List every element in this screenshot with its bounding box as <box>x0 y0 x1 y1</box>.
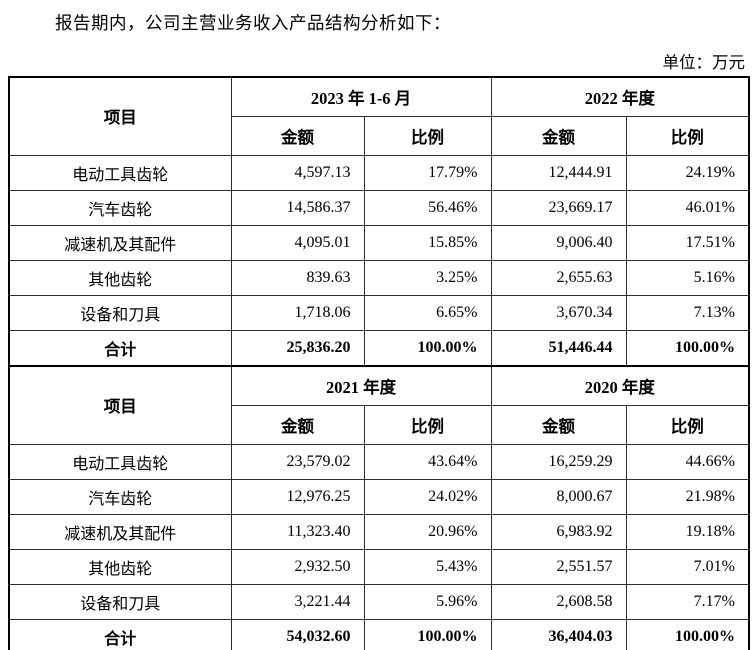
total-label-cell: 合计 <box>8 329 232 367</box>
ratio-header: 比例 <box>625 115 750 156</box>
ratio-cell: 5.96% <box>363 583 492 620</box>
ratio-cell: 7.13% <box>625 294 750 331</box>
table-row: 电动工具齿轮 4,597.13 17.79% 12,444.91 24.19% <box>8 154 750 191</box>
product-name-cell: 电动工具齿轮 <box>8 154 232 191</box>
amount-cell: 2,655.63 <box>490 259 627 296</box>
total-ratio-cell: 100.00% <box>363 618 492 650</box>
table-header-row: 项目 2021 年度 2020 年度 <box>8 365 750 445</box>
item-header-cell: 项目 <box>8 365 232 445</box>
amount-cell: 3,670.34 <box>490 294 627 331</box>
intro-paragraph: 报告期内，公司主营业务收入产品结构分析如下： <box>55 13 451 33</box>
amount-cell: 9,006.40 <box>490 224 627 261</box>
amount-cell: 1,718.06 <box>230 294 365 331</box>
ratio-header: 比例 <box>363 115 492 156</box>
total-row: 合计 54,032.60 100.00% 36,404.03 100.00% <box>8 618 750 650</box>
amount-cell: 23,579.02 <box>230 443 365 480</box>
amount-cell: 839.63 <box>230 259 365 296</box>
ratio-cell: 5.43% <box>363 548 492 585</box>
table-subheader-row: 金额 比例 金额 比例 <box>9 115 750 156</box>
total-ratio-cell: 100.00% <box>363 329 492 367</box>
product-name-cell: 汽车齿轮 <box>8 478 232 515</box>
amount-cell: 4,597.13 <box>230 154 365 191</box>
amount-cell: 8,000.67 <box>490 478 627 515</box>
ratio-cell: 19.18% <box>625 513 750 550</box>
total-row: 合计 25,836.20 100.00% 51,446.44 100.00% <box>8 329 750 367</box>
amount-cell: 12,444.91 <box>490 154 627 191</box>
product-name-cell: 设备和刀具 <box>8 583 232 620</box>
ratio-cell: 7.01% <box>625 548 750 585</box>
total-label-cell: 合计 <box>8 618 232 650</box>
total-amount-cell: 36,404.03 <box>490 618 627 650</box>
amount-cell: 2,551.57 <box>490 548 627 585</box>
ratio-cell: 24.02% <box>363 478 492 515</box>
amount-cell: 6,983.92 <box>490 513 627 550</box>
ratio-cell: 17.79% <box>363 154 492 191</box>
period-header-2021: 2021 年度 <box>230 365 492 406</box>
product-name-cell: 汽车齿轮 <box>8 189 232 226</box>
table-row: 汽车齿轮 12,976.25 24.02% 8,000.67 21.98% <box>8 478 750 515</box>
table-row: 设备和刀具 1,718.06 6.65% 3,670.34 7.13% <box>8 294 750 331</box>
ratio-cell: 21.98% <box>625 478 750 515</box>
item-header-cell: 项目 <box>8 76 232 156</box>
amount-cell: 23,669.17 <box>490 189 627 226</box>
total-amount-cell: 54,032.60 <box>230 618 365 650</box>
product-name-cell: 减速机及其配件 <box>8 513 232 550</box>
amount-cell: 4,095.01 <box>230 224 365 261</box>
amount-cell: 11,323.40 <box>230 513 365 550</box>
product-name-cell: 其他齿轮 <box>8 259 232 296</box>
ratio-cell: 20.96% <box>363 513 492 550</box>
period-header-2022: 2022 年度 <box>490 76 750 117</box>
ratio-cell: 43.64% <box>363 443 492 480</box>
table-row: 其他齿轮 839.63 3.25% 2,655.63 5.16% <box>8 259 750 296</box>
amount-cell: 2,608.58 <box>490 583 627 620</box>
product-name-cell: 设备和刀具 <box>8 294 232 331</box>
table-row: 汽车齿轮 14,586.37 56.46% 23,669.17 46.01% <box>8 189 750 226</box>
ratio-cell: 3.25% <box>363 259 492 296</box>
amount-cell: 3,221.44 <box>230 583 365 620</box>
amount-cell: 12,976.25 <box>230 478 365 515</box>
amount-header: 金额 <box>230 404 365 445</box>
table-header-row: 项目 2023 年 1-6 月 2022 年度 <box>8 76 750 156</box>
amount-cell: 16,259.29 <box>490 443 627 480</box>
ratio-cell: 17.51% <box>625 224 750 261</box>
product-name-cell: 电动工具齿轮 <box>8 443 232 480</box>
product-name-cell: 其他齿轮 <box>8 548 232 585</box>
ratio-cell: 15.85% <box>363 224 492 261</box>
ratio-header: 比例 <box>625 404 750 445</box>
unit-label: 单位：万元 <box>662 53 746 72</box>
ratio-header: 比例 <box>363 404 492 445</box>
period-header-2023: 2023 年 1-6 月 <box>230 76 492 117</box>
ratio-cell: 7.17% <box>625 583 750 620</box>
ratio-cell: 5.16% <box>625 259 750 296</box>
amount-header: 金额 <box>490 404 627 445</box>
ratio-cell: 24.19% <box>625 154 750 191</box>
amount-header: 金额 <box>230 115 365 156</box>
revenue-structure-table: 项目 2023 年 1-6 月 2022 年度 金额 比例 金额 比例 电动工具… <box>8 76 750 650</box>
table-row: 设备和刀具 3,221.44 5.96% 2,608.58 7.17% <box>8 583 750 620</box>
amount-cell: 14,586.37 <box>230 189 365 226</box>
table-row: 减速机及其配件 4,095.01 15.85% 9,006.40 17.51% <box>8 224 750 261</box>
table-row: 电动工具齿轮 23,579.02 43.64% 16,259.29 44.66% <box>8 443 750 480</box>
ratio-cell: 44.66% <box>625 443 750 480</box>
table-row: 其他齿轮 2,932.50 5.43% 2,551.57 7.01% <box>8 548 750 585</box>
total-ratio-cell: 100.00% <box>625 618 750 650</box>
product-name-cell: 减速机及其配件 <box>8 224 232 261</box>
total-ratio-cell: 100.00% <box>625 329 750 367</box>
total-amount-cell: 51,446.44 <box>490 329 627 367</box>
ratio-cell: 46.01% <box>625 189 750 226</box>
amount-cell: 2,932.50 <box>230 548 365 585</box>
ratio-cell: 56.46% <box>363 189 492 226</box>
total-amount-cell: 25,836.20 <box>230 329 365 367</box>
ratio-cell: 6.65% <box>363 294 492 331</box>
table-subheader-row: 金额 比例 金额 比例 <box>9 404 750 445</box>
table-row: 减速机及其配件 11,323.40 20.96% 6,983.92 19.18% <box>8 513 750 550</box>
period-header-2020: 2020 年度 <box>490 365 750 406</box>
amount-header: 金额 <box>490 115 627 156</box>
